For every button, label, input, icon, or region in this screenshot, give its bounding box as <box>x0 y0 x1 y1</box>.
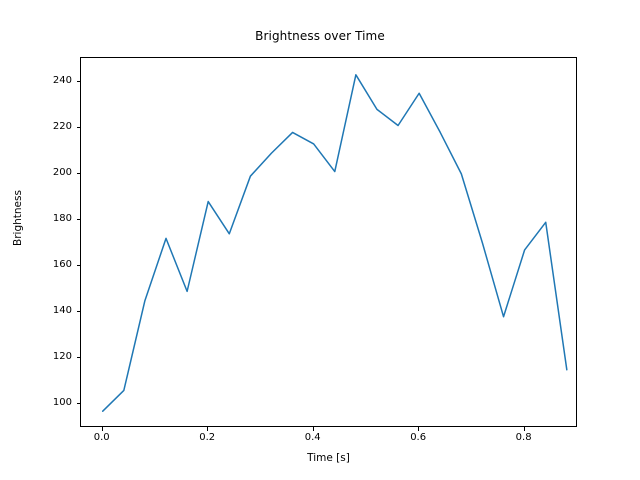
line-series-brightness <box>101 74 568 412</box>
y-tick-mark <box>76 357 80 359</box>
y-tick-label: 120 <box>52 351 72 363</box>
y-tick-mark <box>76 265 80 267</box>
y-tick-mark <box>76 218 80 220</box>
chart-title: Brightness over Time <box>255 29 385 43</box>
y-tick-mark <box>76 403 80 405</box>
x-tick-mark <box>312 427 314 431</box>
y-axis-label: Brightness <box>12 190 24 246</box>
x-tick-mark <box>207 427 209 431</box>
line-series-svg <box>101 74 568 412</box>
x-tick-label: 0.4 <box>304 432 321 443</box>
y-tick-label: 220 <box>52 120 72 132</box>
x-tick-mark <box>523 427 525 431</box>
y-tick-mark <box>76 80 80 82</box>
y-tick-label: 140 <box>52 305 72 317</box>
y-tick-mark <box>76 172 80 174</box>
x-tick-label: 0.6 <box>410 432 427 443</box>
x-tick-mark <box>418 427 420 431</box>
y-tick-label: 240 <box>52 74 72 86</box>
y-tick-label: 160 <box>52 259 72 271</box>
x-tick-label: 0.2 <box>199 432 216 443</box>
y-tick-label: 180 <box>52 212 72 224</box>
plot-area <box>80 57 577 427</box>
y-tick-mark <box>76 311 80 313</box>
y-tick-label: 100 <box>52 397 72 409</box>
x-tick-label: 0.0 <box>93 432 110 443</box>
x-tick-label: 0.8 <box>515 432 532 443</box>
y-tick-mark <box>76 126 80 128</box>
y-tick-label: 200 <box>52 166 72 178</box>
x-tick-mark <box>101 427 103 431</box>
x-axis-label: Time [s] <box>307 452 350 464</box>
